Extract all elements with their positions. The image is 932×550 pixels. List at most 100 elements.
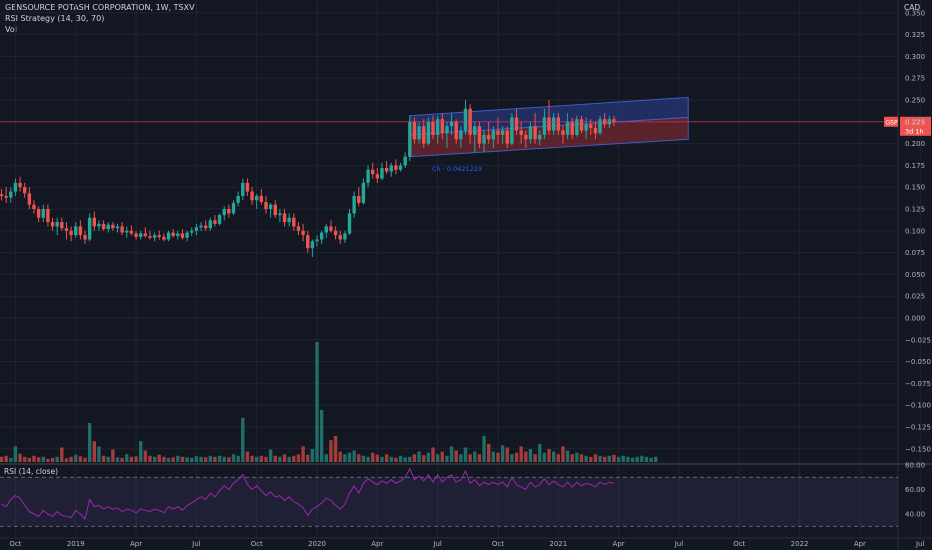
candle[interactable] [417,121,421,144]
candle[interactable] [36,206,41,223]
candle[interactable] [180,229,185,240]
candle[interactable] [371,162,375,179]
candle[interactable] [422,119,426,148]
candle[interactable] [357,187,361,207]
candle[interactable] [245,178,250,196]
candle[interactable] [278,209,282,223]
candle[interactable] [78,220,83,240]
candle[interactable] [46,204,50,227]
candle[interactable] [398,162,403,172]
candle[interactable] [292,213,296,231]
candle[interactable] [83,230,87,244]
rsi-label[interactable]: RSI (14, close) [4,467,58,476]
candle[interactable] [570,117,574,140]
price-axis[interactable]: 0.350 0.325 0.300 0.275 0.250 0.225 0.200 0.175… [905,9,931,453]
candle[interactable] [556,113,560,135]
candle[interactable] [301,223,305,242]
candle[interactable] [487,121,491,144]
candle[interactable] [18,176,22,192]
candle[interactable] [445,121,449,148]
indicator-label-rsi-strategy[interactable]: RSI Strategy (14, 30, 70) [5,14,105,23]
candle[interactable] [50,217,55,231]
candle[interactable] [87,213,92,242]
candle[interactable] [176,230,180,240]
candle[interactable] [92,211,96,231]
candle[interactable] [60,217,64,231]
candle[interactable] [394,159,398,175]
candle[interactable] [524,130,528,148]
candle[interactable] [361,178,366,205]
candle[interactable] [208,217,212,231]
candle[interactable] [222,206,226,221]
candle[interactable] [32,200,36,214]
candle[interactable] [287,213,291,227]
candle[interactable] [528,121,533,144]
candle[interactable] [519,121,523,144]
time-axis[interactable]: Oct 2019 Apr Jul Oct 2020 Apr Jul Oct 2021 Apr Jul O… [9,540,932,548]
candle[interactable] [593,121,598,140]
candle[interactable] [148,230,152,240]
candle[interactable] [231,200,236,216]
candle[interactable] [9,187,13,203]
candle[interactable] [431,115,435,140]
candle[interactable] [199,222,203,231]
candle[interactable] [69,226,73,242]
candle[interactable] [612,115,616,127]
candle[interactable] [310,239,315,257]
candle[interactable] [343,230,347,244]
candle[interactable] [139,230,143,240]
candle[interactable] [333,226,338,240]
candle[interactable] [538,130,542,146]
candle[interactable] [0,188,4,201]
candle[interactable] [561,126,565,144]
candle[interactable] [101,220,106,231]
candle[interactable] [264,195,268,214]
candle[interactable] [259,188,264,205]
candle[interactable] [268,202,273,218]
candle[interactable] [454,119,458,144]
candle[interactable] [227,204,231,218]
candle[interactable] [115,223,120,233]
candle[interactable] [55,217,59,236]
indicator-label-volume[interactable]: Vol [5,25,17,34]
candle[interactable] [166,230,171,242]
candle[interactable] [64,222,69,240]
candle[interactable] [324,223,328,238]
candle[interactable] [23,182,27,198]
candle[interactable] [125,226,129,238]
candle[interactable] [584,117,588,140]
candle[interactable] [217,213,222,226]
rsi-pane[interactable]: 80.00 60.00 40.00 RSI (14, close) [0,462,925,527]
candle[interactable] [329,220,333,233]
candle[interactable] [384,161,389,175]
candle[interactable] [190,227,194,237]
candle[interactable] [162,233,166,242]
candle[interactable] [106,222,110,233]
candle[interactable] [435,115,440,144]
candle[interactable] [120,222,124,236]
candle[interactable] [152,232,157,242]
candle[interactable] [459,126,463,148]
candle[interactable] [408,115,412,162]
candle[interactable] [134,230,138,240]
candle[interactable] [505,126,509,148]
candle[interactable] [273,200,277,218]
candle[interactable] [403,152,407,169]
candle[interactable] [380,162,384,181]
candle[interactable] [143,227,148,238]
candle[interactable] [482,130,486,153]
candle[interactable] [347,209,352,236]
candle[interactable] [579,115,584,134]
candle[interactable] [111,222,115,231]
candle[interactable] [533,113,537,144]
candle[interactable] [236,191,240,207]
candle[interactable] [338,230,342,244]
candle[interactable] [203,220,208,231]
candle[interactable] [4,187,8,203]
candle[interactable] [551,113,556,135]
candle[interactable] [74,222,78,238]
candle[interactable] [13,178,18,196]
candle[interactable] [157,230,161,240]
candle[interactable] [129,225,134,236]
